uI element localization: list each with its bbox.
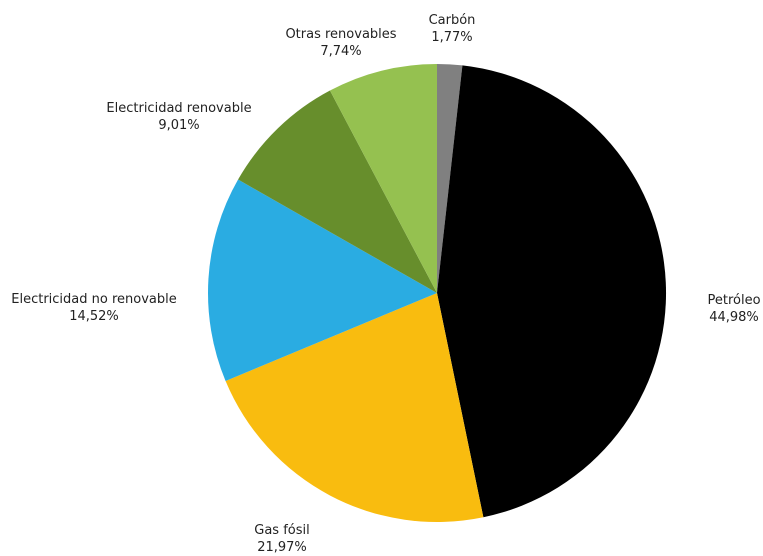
slice-value-petroleo: 44,98%: [709, 310, 759, 325]
slice-label-electricidad-no-renovable: Electricidad no renovable: [11, 292, 176, 307]
pie-slice-petroleo: [437, 65, 667, 518]
slice-label-electricidad-renovable: Electricidad renovable: [106, 101, 251, 116]
pie-slice-electricidad-no-renovable: [208, 179, 437, 381]
pie-slice-electricidad-renovable: [238, 90, 437, 293]
slice-label-carbon: Carbón: [429, 13, 476, 28]
pie-slice-gas-fosil: [225, 293, 484, 523]
slice-value-gas-fosil: 21,97%: [257, 540, 307, 555]
pie-slices: [208, 63, 667, 523]
slice-label-otras-renovables: Otras renovables: [285, 27, 396, 42]
pie-slice-carbon: [437, 63, 463, 293]
slice-label-petroleo: Petróleo: [707, 293, 760, 308]
pie-labels: Carbón 1,77% Petróleo 44,98% Gas fósil 21,97%…: [11, 13, 760, 555]
slice-value-electricidad-renovable: 9,01%: [158, 118, 199, 133]
slice-label-gas-fosil: Gas fósil: [254, 523, 309, 538]
slice-value-otras-renovables: 7,74%: [320, 44, 361, 59]
slice-value-electricidad-no-renovable: 14,52%: [69, 309, 119, 324]
pie-slice-otras-renovables: [329, 64, 437, 293]
slice-value-carbon: 1,77%: [431, 30, 472, 45]
